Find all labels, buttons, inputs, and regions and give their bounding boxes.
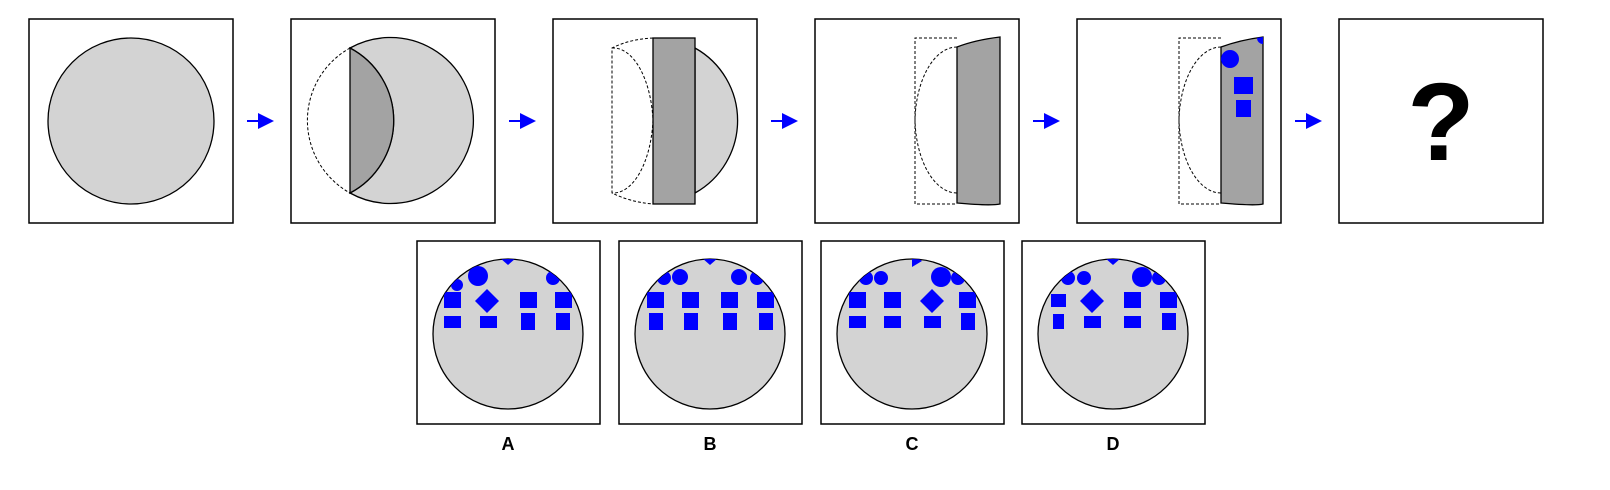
panel-1-full-circle [28,18,234,224]
option-c-label: C [906,434,919,454]
option-d-label: D [1107,434,1120,454]
option-a-label: A [502,434,515,454]
option-d[interactable]: D [1021,240,1206,454]
hole-circle [1221,50,1239,68]
hole-square [1234,77,1253,94]
option-b-label: B [704,434,717,454]
option-c[interactable]: C [820,240,1005,454]
panel-2-fold-start [290,18,496,224]
panel-6-question: ? [1338,18,1544,224]
question-mark: ? [1407,61,1474,184]
panel-3-fold-half [552,18,758,224]
option-a[interactable]: A [416,240,601,454]
panel-4-fold-more [814,18,1020,224]
panel-5-punched [1076,18,1282,224]
option-b[interactable]: B [618,240,803,454]
hole-edge-circle [1257,37,1263,44]
hole-rect [1236,100,1251,117]
